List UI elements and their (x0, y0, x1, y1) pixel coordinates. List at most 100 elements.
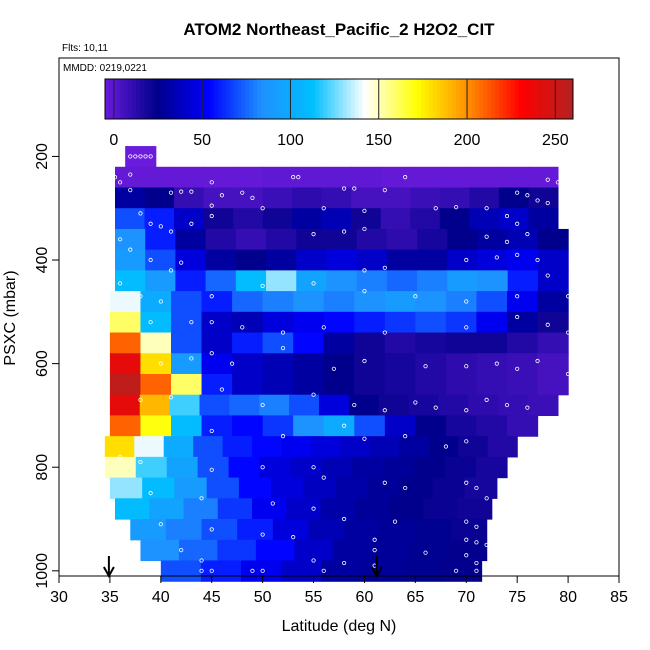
heatmap-cell (528, 187, 559, 209)
colorbar-segment (319, 79, 324, 119)
colorbar-segment (147, 79, 153, 119)
sample-point (555, 180, 561, 185)
heatmap-cell (414, 456, 446, 479)
heatmap-cell (201, 291, 233, 313)
heatmap-cell (477, 228, 509, 251)
heatmap-cell (476, 353, 508, 375)
heatmap-cell (348, 394, 380, 417)
sample-point (464, 408, 469, 413)
colorbar-segment (417, 79, 422, 119)
sample-point (341, 560, 347, 566)
heatmap-cell (326, 249, 358, 271)
y-axis: 200 400 600 800 1000 (34, 143, 59, 589)
sample-point (494, 545, 499, 550)
heatmap-cell (537, 291, 569, 313)
sample-point (443, 444, 449, 449)
sample-point (535, 358, 540, 364)
colorbar-segment (378, 79, 383, 119)
sample-point (321, 568, 326, 573)
heatmap-cell (205, 270, 237, 292)
heatmap-cell (222, 436, 253, 458)
heatmap-cell (537, 353, 569, 375)
heatmap-cell (232, 291, 264, 313)
heatmap-cell (140, 539, 180, 562)
colorbar-segment (354, 79, 359, 119)
heatmap-cell (318, 394, 350, 417)
colorbar-segment (561, 79, 566, 119)
heatmap-cell (163, 436, 194, 458)
heatmap-cell (507, 311, 539, 334)
heatmap-cell (308, 519, 345, 541)
sample-point (209, 428, 214, 434)
heatmap-cell (410, 187, 441, 209)
colorbar-segment (456, 79, 461, 119)
heatmap-cell (439, 208, 470, 230)
sample-point (128, 187, 133, 193)
sample-point (138, 459, 143, 465)
sample-point (464, 439, 469, 444)
heatmap-cell (140, 373, 172, 396)
y-tick-label: 800 (34, 454, 51, 481)
sample-point (260, 465, 265, 470)
heatmap-cell (144, 208, 175, 230)
sample-point (148, 320, 153, 325)
heatmap-cell (262, 311, 294, 334)
colorbar-segment (276, 79, 281, 119)
sample-point (403, 485, 408, 491)
colorbar-segment (342, 79, 348, 119)
heatmap-cell (175, 270, 207, 292)
sample-point (413, 400, 418, 405)
sample-point (362, 226, 367, 232)
sample-point (474, 568, 479, 573)
sample-point (209, 180, 214, 185)
heatmap-cell (438, 394, 469, 417)
heatmap-cell (323, 311, 355, 334)
sample-point (209, 294, 214, 299)
heatmap-cell (232, 353, 264, 375)
sample-point (189, 356, 194, 361)
heatmap-cell (469, 187, 500, 209)
heatmap-cell (217, 498, 253, 520)
sample-point (148, 221, 153, 226)
sample-point (321, 325, 326, 330)
colorbar-segment (370, 79, 375, 119)
heatmap-cell (528, 208, 559, 230)
colorbar-segment (424, 79, 430, 119)
sample-point (321, 475, 326, 480)
colorbar-segment (413, 79, 418, 119)
plot-area (58, 57, 620, 582)
heatmap-cell (238, 477, 272, 499)
heatmap-cell (252, 436, 283, 458)
sample-point (189, 221, 194, 226)
heatmap-cell (447, 270, 479, 292)
colorbar-segment (303, 79, 309, 119)
heatmap-cell (378, 394, 410, 417)
sample-point (392, 519, 398, 524)
heatmap-cell (104, 436, 135, 458)
sample-point (545, 177, 550, 182)
heatmap-cell (229, 394, 260, 417)
heatmap-cell (321, 456, 353, 479)
sample-point (535, 198, 540, 203)
sample-point (311, 558, 316, 563)
colorbar-segment (261, 79, 266, 119)
heatmap-cell (380, 166, 411, 189)
sample-point (413, 294, 418, 299)
x-tick-label: 45 (203, 589, 221, 606)
heatmap-cell (448, 539, 488, 562)
heatmap-cell (125, 146, 157, 168)
heatmap-cell (175, 249, 207, 271)
heatmap-cell (487, 436, 518, 458)
heatmap-cell (326, 270, 358, 292)
sample-point (209, 351, 214, 356)
heatmap-cell (293, 373, 325, 396)
sample-point (484, 234, 489, 239)
heatmap-cell (171, 291, 203, 313)
heatmap-cell (174, 166, 205, 189)
colorbar-segment (467, 79, 473, 119)
colorbar-segment (475, 79, 480, 119)
heatmap-cell (205, 228, 237, 251)
colorbar-segment (194, 79, 200, 119)
sample-point (515, 190, 520, 195)
heatmap-cell (476, 332, 508, 354)
